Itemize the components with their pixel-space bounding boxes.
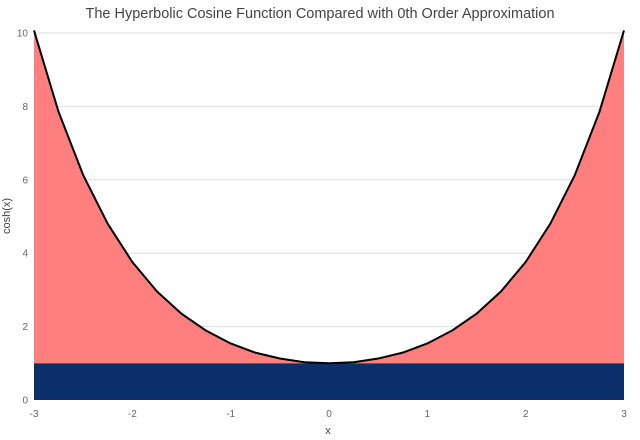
x-tick-label: -1 <box>226 409 235 420</box>
x-tick-label: 2 <box>523 409 529 420</box>
function-line <box>33 30 625 365</box>
y-tick-label: 2 <box>22 322 28 333</box>
y-axis-ticks: 0 2 4 6 8 10 <box>17 29 29 407</box>
y-tick-label: 10 <box>17 29 29 40</box>
x-tick-label: 3 <box>621 409 627 420</box>
y-tick-label: 6 <box>22 175 28 186</box>
x-tick-label: -2 <box>128 409 137 420</box>
x-tick-label: -3 <box>30 409 39 420</box>
chart-title: The Hyperbolic Cosine Function Compared … <box>85 6 554 22</box>
y-tick-label: 8 <box>22 102 28 113</box>
x-tick-label: 1 <box>425 409 431 420</box>
x-tick-label: 0 <box>326 409 332 420</box>
plot-area <box>33 30 625 400</box>
y-tick-label: 0 <box>22 396 28 407</box>
x-axis-label: x <box>325 425 331 437</box>
approximation-area <box>34 363 624 400</box>
y-tick-label: 4 <box>22 249 28 260</box>
function-area <box>34 30 624 364</box>
y-axis-label: cosh(x) <box>1 198 13 234</box>
x-axis-ticks: -3 -2 -1 0 1 2 3 <box>30 409 628 420</box>
